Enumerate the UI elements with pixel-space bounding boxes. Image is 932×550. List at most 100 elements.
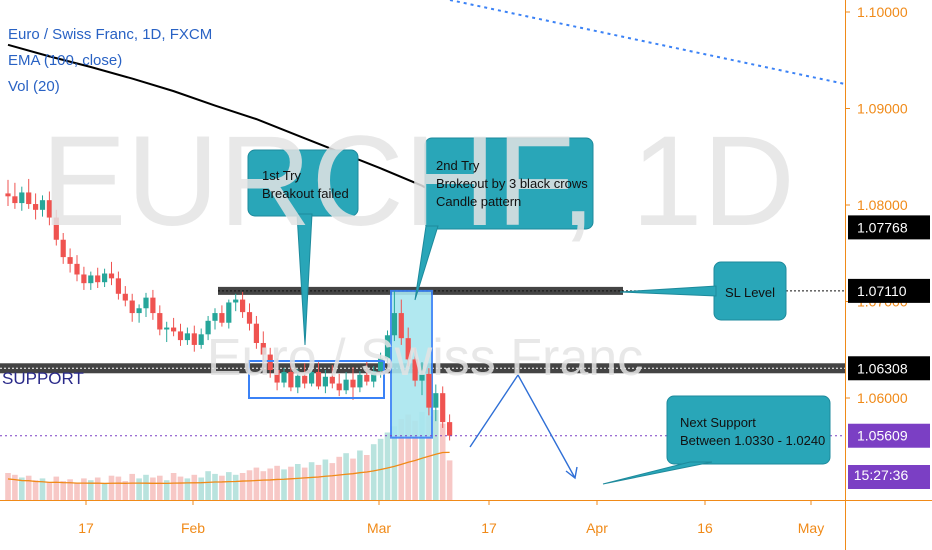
volume-bar <box>426 416 432 500</box>
trendline-dotted <box>449 0 846 85</box>
candle-body <box>143 297 149 309</box>
candle-body <box>329 376 335 384</box>
candle-body <box>419 373 425 381</box>
watermark-symbol: EURCHF, 1D <box>41 110 795 253</box>
second-try-line1: 2nd Try <box>436 158 480 173</box>
callout-second-try <box>424 137 594 230</box>
candle-body <box>447 422 453 436</box>
projection-path <box>469 373 576 479</box>
candle-body <box>74 263 80 275</box>
volume-bar <box>170 473 177 500</box>
volume-bar <box>301 467 308 500</box>
time-tick-label: Feb <box>181 520 205 536</box>
volume-bar <box>433 410 439 500</box>
countdown-tag <box>848 465 930 489</box>
volume-bar <box>136 478 142 500</box>
volume-bar <box>315 464 322 500</box>
volume-bar <box>184 478 191 500</box>
volume-bar <box>336 456 342 500</box>
candle-body <box>336 383 342 391</box>
ema-indicator-label[interactable]: EMA (100, close) <box>8 52 123 69</box>
candle-body <box>433 393 439 408</box>
volume-bar <box>239 473 246 500</box>
candle-body <box>129 300 135 314</box>
volume-bar <box>343 453 349 500</box>
ema-line <box>7 43 451 203</box>
volume-bar <box>439 423 446 500</box>
volume-bar <box>115 476 122 500</box>
volume-bar <box>101 483 108 500</box>
candle-body <box>26 192 32 205</box>
price-tag <box>848 278 930 303</box>
price-tick-label: 1.10000 <box>857 4 908 20</box>
volume-bar <box>384 432 391 500</box>
candle-body <box>122 293 128 301</box>
volume-bar <box>260 471 267 500</box>
volume-bar <box>157 475 163 500</box>
volume-bar <box>329 463 336 500</box>
callout-next-support-pointer <box>602 461 713 485</box>
candle-body <box>233 299 239 303</box>
candle-body <box>371 370 377 382</box>
candle-body <box>260 342 266 355</box>
candle-body <box>391 313 397 336</box>
volume-bar <box>446 460 453 500</box>
volume-bar <box>74 482 80 500</box>
price-tick-label: 1.09000 <box>857 101 908 117</box>
candle-body <box>136 308 142 314</box>
volume-bar <box>150 477 156 500</box>
candle-body <box>274 370 280 383</box>
volume-bar <box>81 478 87 500</box>
volume-bar <box>122 481 129 500</box>
volume-bar <box>94 477 101 500</box>
candle-body <box>426 373 432 408</box>
candle-body <box>350 379 356 388</box>
candle-body <box>343 379 349 391</box>
candles-layer[interactable] <box>5 178 453 441</box>
callout-next-support <box>666 395 831 465</box>
time-tick-label: May <box>798 520 824 536</box>
next-support-line2: Between 1.0330 - 1.0240 <box>680 433 825 448</box>
candle-body <box>102 273 108 283</box>
next-support-line1: Next Support <box>680 415 756 430</box>
chart-legend: Euro / Swiss Franc, 1D, FXCM EMA (100, c… <box>8 22 212 100</box>
volume-bar <box>288 466 294 500</box>
callout-first-try-pointer <box>296 213 313 346</box>
drawings-layer[interactable] <box>0 0 846 485</box>
volume-bar <box>25 475 32 500</box>
candle-body <box>364 374 370 382</box>
candle-body <box>378 358 384 371</box>
volume-bar <box>295 464 301 500</box>
volume-bar <box>5 473 11 500</box>
volume-bar <box>219 475 225 500</box>
candle-body <box>157 313 163 330</box>
range-box <box>248 360 385 399</box>
volume-bar <box>357 450 363 500</box>
candle-body <box>384 335 391 359</box>
price-tag <box>848 215 930 240</box>
candle-body <box>5 193 11 197</box>
volume-bar <box>274 465 280 500</box>
candle-body <box>240 299 246 313</box>
volume-bar <box>177 476 184 500</box>
price-tag <box>848 356 930 381</box>
symbol-title[interactable]: Euro / Swiss Franc, 1D, FXCM <box>8 26 213 43</box>
price-tag-label: 1.06308 <box>857 360 908 376</box>
time-tick-label: 17 <box>78 520 94 536</box>
candle-body <box>440 393 446 423</box>
time-axis[interactable]: 17 Feb Mar 17 Apr 16 May <box>0 500 932 536</box>
candle-body <box>267 354 273 371</box>
volume-indicator-label[interactable]: Vol (20) <box>8 78 60 95</box>
volume-bar <box>53 476 60 500</box>
candle-body <box>219 313 225 323</box>
volume-ma-line <box>7 451 450 485</box>
volume-bar <box>12 474 18 500</box>
candle-body <box>108 273 115 279</box>
volume-bar <box>281 469 287 500</box>
volume-bar <box>39 478 46 500</box>
candle-body <box>198 334 204 345</box>
candle-body <box>412 359 418 381</box>
price-axis[interactable]: 1.100001.090001.080001.070001.060001.077… <box>845 0 930 550</box>
candle-body <box>46 200 52 218</box>
